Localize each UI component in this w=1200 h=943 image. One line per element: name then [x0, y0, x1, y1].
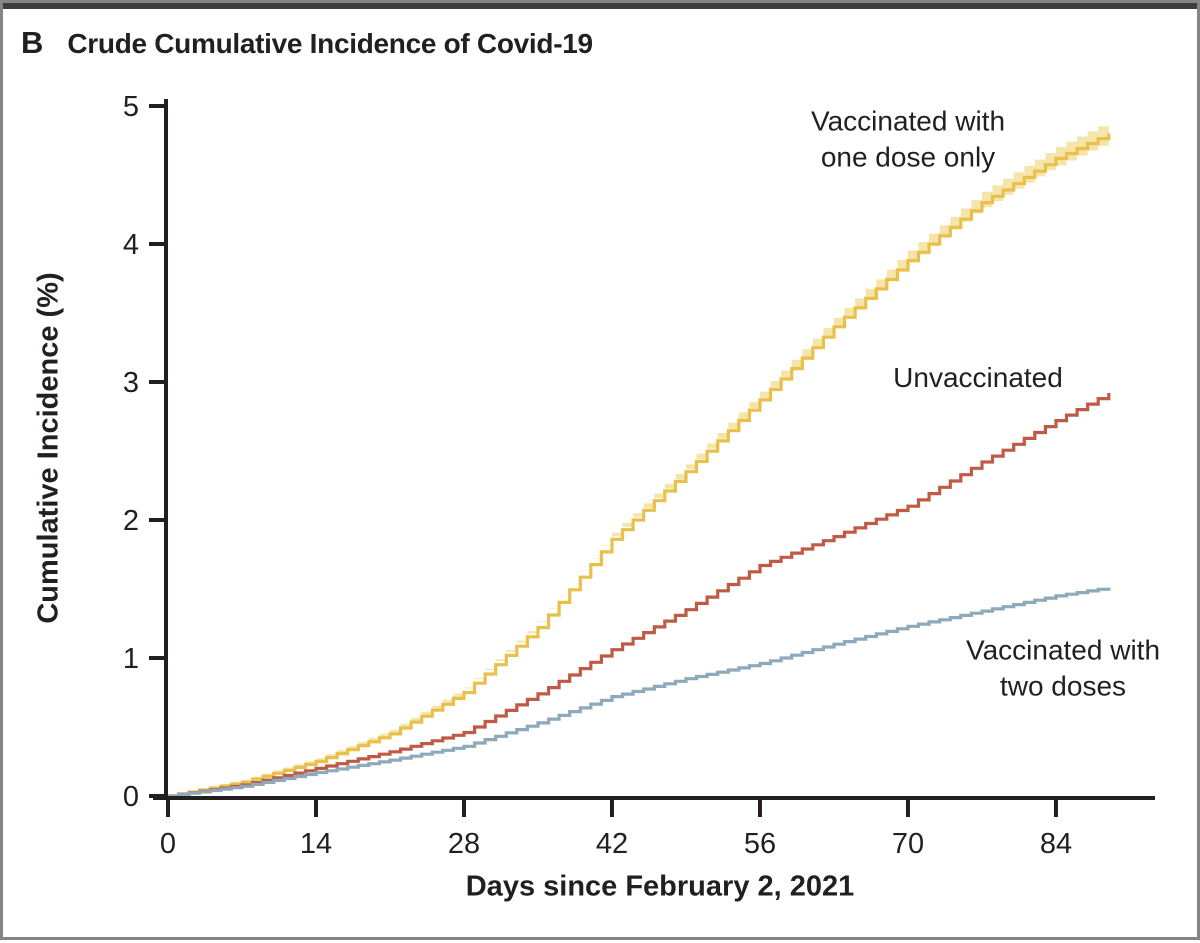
- top-border-bar: [3, 3, 1197, 9]
- x-tick-label: 70: [892, 828, 924, 860]
- figure-header: B Crude Cumulative Incidence of Covid-19: [21, 25, 593, 61]
- series-curve-1: [168, 393, 1111, 798]
- y-tick-label: 5: [123, 91, 139, 123]
- series-label-line: Vaccinated with: [965, 634, 1161, 666]
- chart-title: Crude Cumulative Incidence of Covid-19: [67, 28, 593, 59]
- y-tick-label: 3: [123, 367, 139, 399]
- series-label-line: one dose only: [820, 141, 996, 172]
- confidence-band-0: [168, 121, 1109, 798]
- panel-label: B: [21, 25, 44, 60]
- series-label-two-doses: Vaccinated with two doses: [966, 632, 1160, 703]
- series-curve-2: [168, 587, 1111, 798]
- x-tick-label: 28: [448, 828, 480, 860]
- series-curve-0: [168, 133, 1111, 798]
- series-label-unvaccinated: Unvaccinated: [893, 360, 1063, 396]
- x-tick-label: 84: [1040, 828, 1072, 860]
- x-tick-label: 14: [300, 828, 332, 860]
- x-axis-label: Days since February 2, 2021: [465, 870, 855, 903]
- series-label-line: Vaccinated with: [810, 105, 1006, 137]
- y-axis-label: Cumulative Incidence (%): [32, 272, 65, 624]
- y-tick-label: 1: [123, 643, 139, 675]
- x-tick-label: 56: [744, 828, 776, 860]
- series-label-line: two doses: [999, 670, 1127, 701]
- y-tick-label: 0: [123, 781, 139, 813]
- chart-canvas: 0 1 2 3 4 5 0 14 28 42 56 70 84: [123, 91, 1155, 860]
- y-tick-label: 4: [123, 229, 139, 261]
- x-tick-label: 0: [160, 828, 176, 860]
- series-label-line: Unvaccinated: [893, 362, 1063, 394]
- y-tick-label: 2: [123, 505, 139, 537]
- x-tick-label: 42: [596, 828, 628, 860]
- series-label-one-dose: Vaccinated with one dose only: [811, 103, 1005, 174]
